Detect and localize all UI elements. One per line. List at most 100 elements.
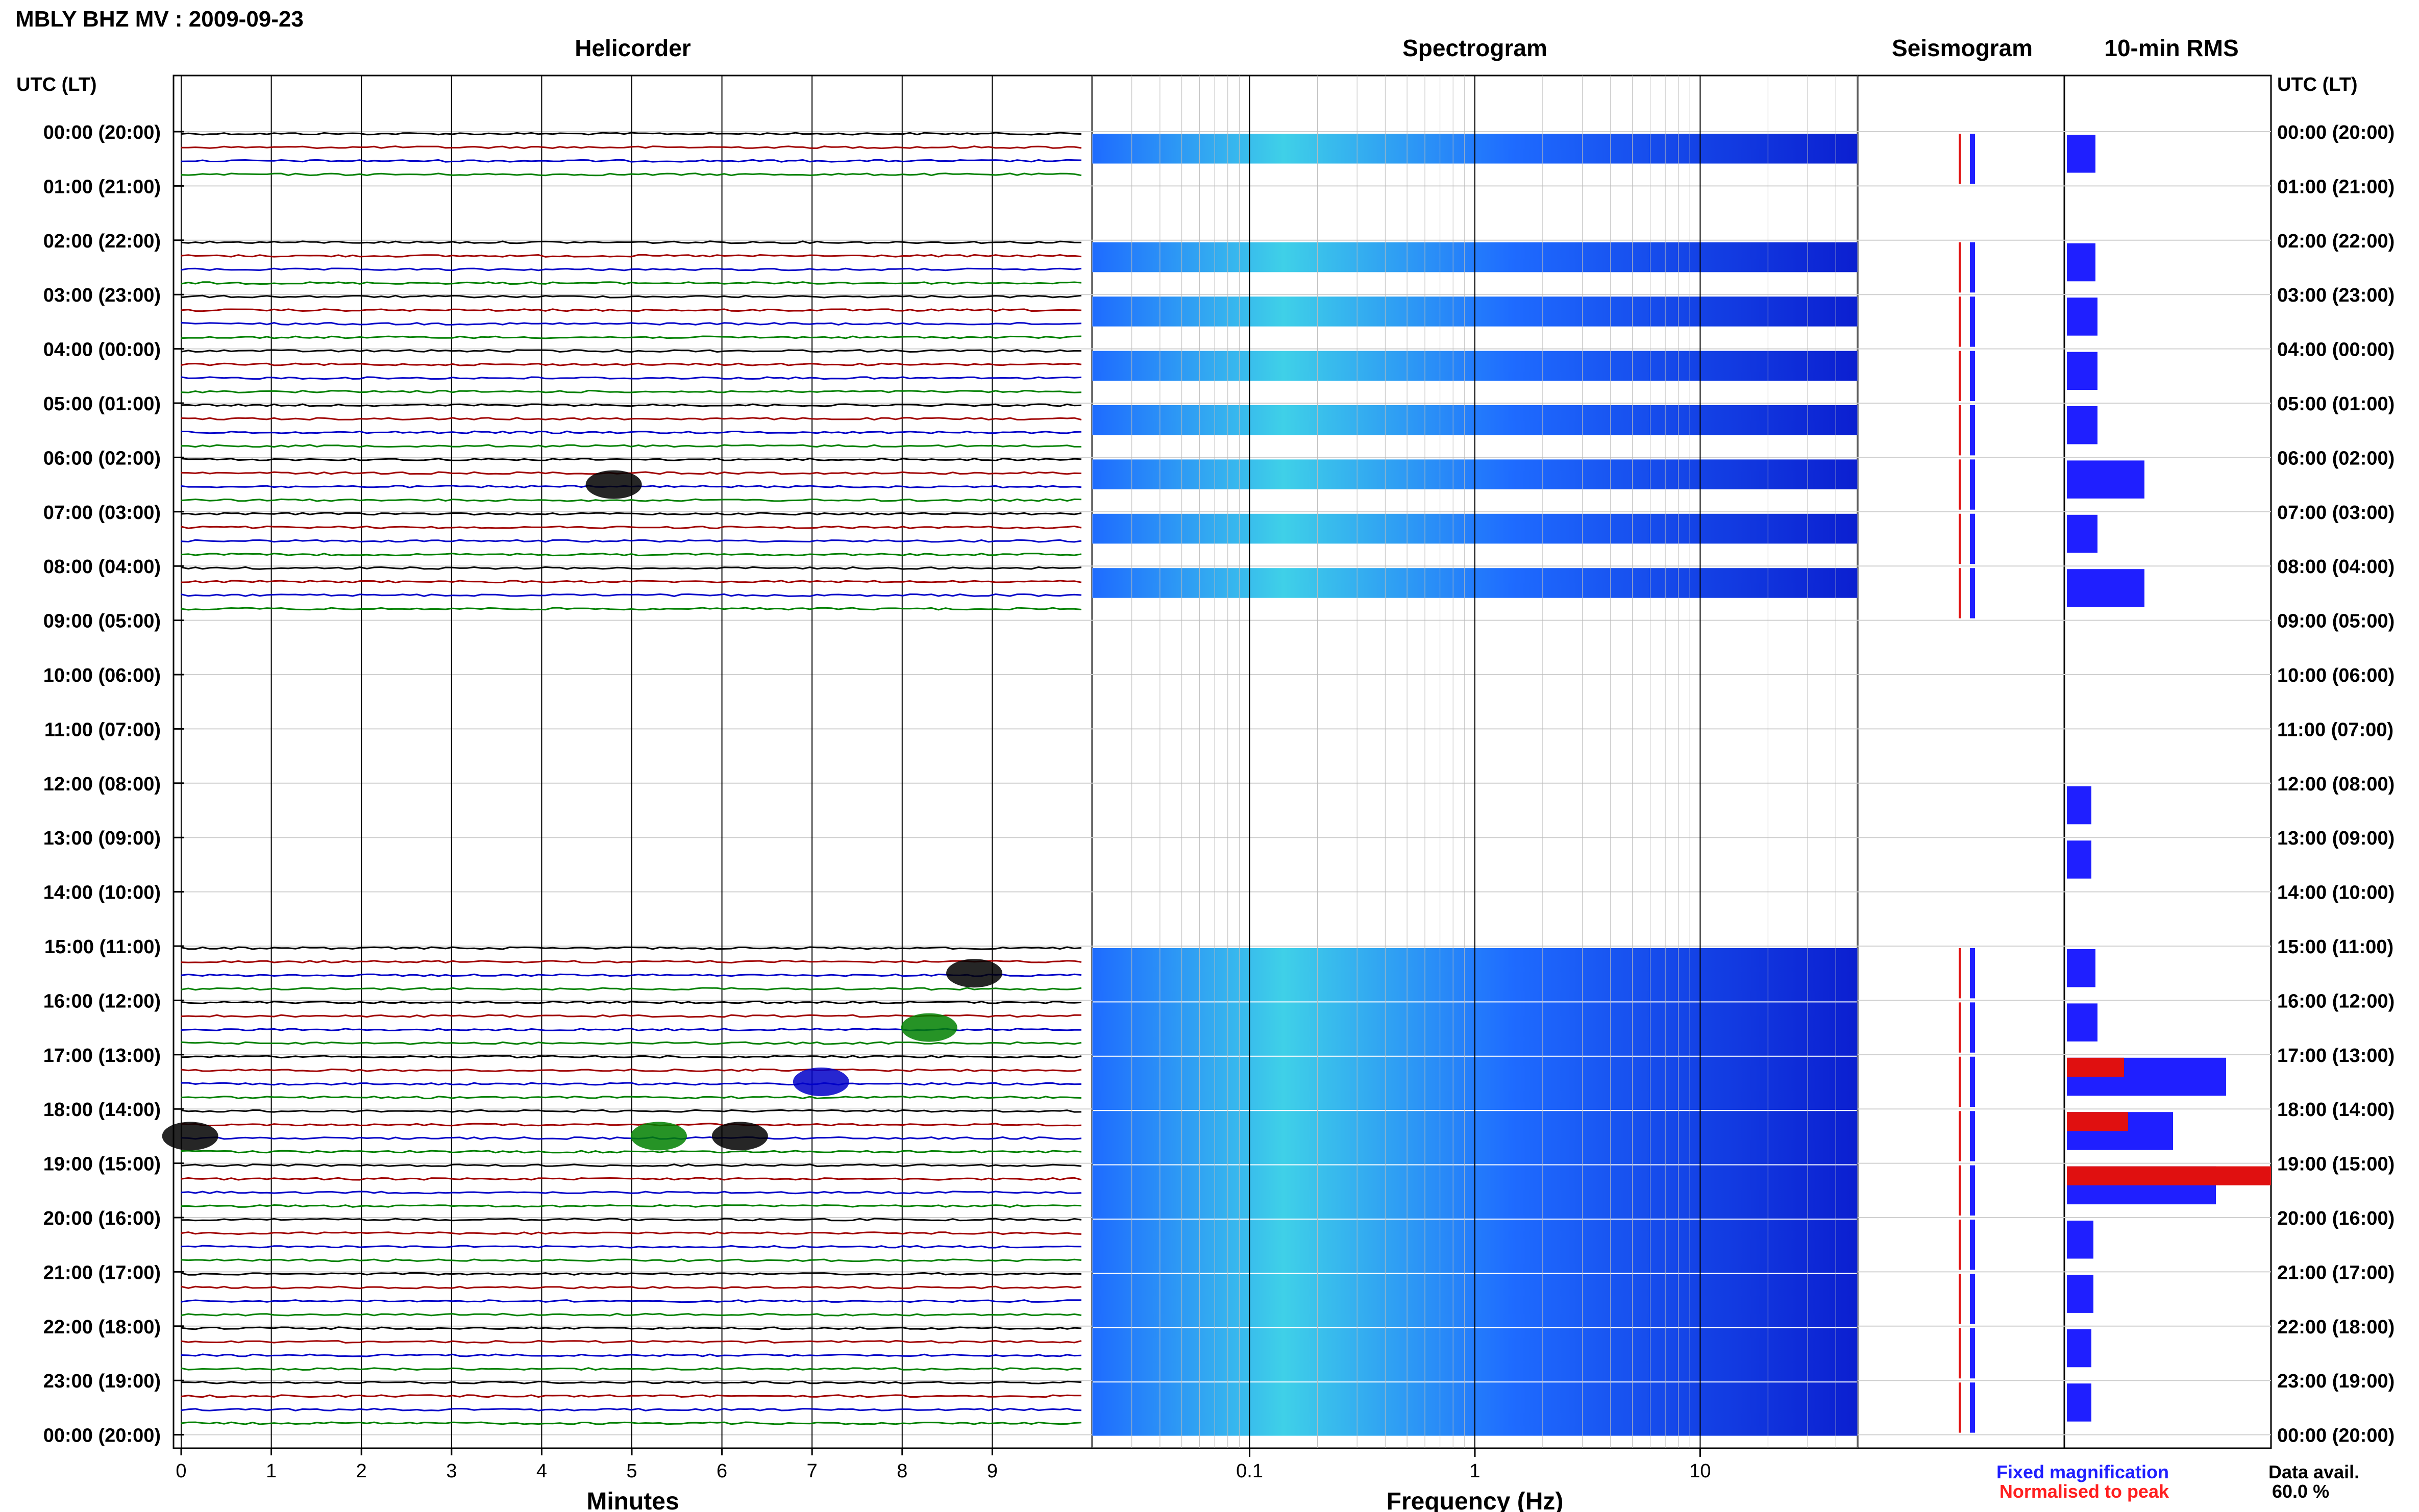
helicorder-trace: [181, 1191, 1082, 1195]
minute-tick-label: 8: [897, 1460, 907, 1482]
time-tick-label-right: 17:00 (13:00): [2277, 1045, 2395, 1067]
helicorder-trace: [181, 946, 1082, 950]
time-tick-label-left: 23:00 (19:00): [43, 1371, 161, 1392]
time-tick-label-right: 23:00 (19:00): [2277, 1371, 2395, 1392]
rms-normalised-bar: [2067, 1166, 2271, 1185]
helicorder-trace: [181, 254, 1082, 258]
panel-title-seismogram: Seismogram: [1892, 35, 2033, 61]
helicorder-trace: [181, 525, 1082, 529]
helicorder-trace: [181, 294, 1082, 299]
helicorder-trace: [181, 267, 1082, 271]
helicorder-trace: [181, 1421, 1082, 1425]
rms-fixed-bar: [2067, 786, 2091, 825]
frequency-axis-label: Frequency (Hz): [1387, 1488, 1564, 1512]
minute-tick-label: 2: [356, 1460, 367, 1482]
time-tick-label-left: 09:00 (05:00): [43, 611, 161, 632]
time-tick-label-left: 06:00 (02:00): [43, 448, 161, 469]
rms-fixed-bar: [2067, 840, 2091, 879]
rms-fixed-bar: [2067, 352, 2097, 390]
rms-fixed-bar: [2067, 949, 2095, 987]
rms-fixed-bar: [2067, 1383, 2091, 1422]
bottom-axes: 0 1 2 3 4 5 6 7 8 9 0.1 1 10: [176, 1448, 1711, 1482]
helicorder-trace: [181, 607, 1082, 611]
rms-fixed-bar: [2067, 460, 2144, 499]
time-tick-label-left: 00:00 (20:00): [43, 1425, 161, 1447]
helicorder-trace: [181, 1245, 1082, 1249]
legend-normalised-to-peak: Normalised to peak: [2000, 1481, 2169, 1502]
data-avail-label: Data avail.: [2268, 1461, 2359, 1482]
helicorder-trace: [181, 1055, 1082, 1059]
rms-fixed-bar: [2067, 1275, 2093, 1313]
time-tick-label-right: 09:00 (05:00): [2277, 611, 2395, 632]
helicorder-trace: [181, 960, 1082, 964]
helicorder-trace: [181, 362, 1082, 366]
helicorder-trace: [181, 512, 1082, 516]
time-tick-label-right: 07:00 (03:00): [2277, 502, 2395, 524]
helicorder-trace: [181, 1380, 1082, 1384]
panel-title-rms: 10-min RMS: [2104, 35, 2238, 61]
time-axis-right: 00:00 (20:00) 01:00 (21:00) 02:00 (22:00) 0…: [2277, 122, 2395, 1447]
rms-fixed-bar: [2067, 514, 2097, 553]
helicorder-trace: [181, 1231, 1082, 1235]
minute-tick-label: 1: [266, 1460, 277, 1482]
helicorder-frame: [172, 75, 1093, 1449]
time-tick-label-right: 21:00 (17:00): [2277, 1262, 2395, 1283]
time-tick-label-left: 08:00 (04:00): [43, 556, 161, 578]
helicorder-trace: [181, 471, 1082, 475]
seismogram-frame: [1857, 75, 2065, 1449]
helicorder-trace: [181, 430, 1082, 434]
rms-bars: [2067, 135, 2271, 1422]
helicorder-event: [946, 959, 1003, 988]
helicorder-trace: [181, 1394, 1081, 1398]
time-tick-label-left: 22:00 (18:00): [43, 1317, 161, 1338]
helicorder-trace: [181, 1082, 1082, 1086]
rms-fixed-bar: [2067, 1329, 2091, 1368]
panel-title-spectrogram: Spectrogram: [1402, 35, 1547, 61]
time-tick-label-right: 13:00 (09:00): [2277, 828, 2395, 849]
time-tick-label-left: 20:00 (16:00): [43, 1208, 161, 1229]
data-avail-value: 60.0 %: [2272, 1481, 2329, 1502]
helicorder-trace: [181, 1367, 1082, 1371]
time-tick-label-right: 20:00 (16:00): [2277, 1208, 2395, 1229]
helicorder-trace: [181, 281, 1082, 285]
rms-fixed-bar: [2067, 1003, 2097, 1042]
helicorder-trace: [181, 1123, 1082, 1127]
time-tick-label-left: 18:00 (14:00): [43, 1099, 161, 1121]
time-axis-left: 00:00 (20:00) 01:00 (21:00) 02:00 (22:00) 0…: [43, 122, 161, 1447]
helicorder-trace: [181, 1000, 1082, 1004]
helicorder-trace: [181, 1340, 1082, 1344]
helicorder-event: [630, 1122, 687, 1151]
helicorder-trace: [181, 566, 1082, 570]
time-tick-label-right: 11:00 (07:00): [2277, 719, 2393, 740]
helicorder-trace: [181, 1068, 1082, 1072]
helicorder-trace: [181, 1109, 1082, 1113]
time-tick-label-right: 08:00 (04:00): [2277, 556, 2395, 578]
time-tick-label-left: 10:00 (06:00): [43, 665, 161, 686]
helicorder-trace: [181, 132, 1082, 136]
time-tick-label-left: 11:00 (07:00): [44, 719, 161, 740]
helicorder-trace: [181, 1218, 1082, 1222]
time-tick-label-right: 15:00 (11:00): [2277, 936, 2393, 958]
time-tick-label-left: 12:00 (08:00): [43, 774, 161, 795]
time-tick-label-right: 02:00 (22:00): [2277, 231, 2395, 252]
rms-fixed-bar: [2067, 569, 2144, 607]
helicorder-trace: [181, 1204, 1082, 1208]
rms-fixed-bar: [2067, 1221, 2093, 1259]
helicorder-trace: [181, 1407, 1082, 1411]
helicorder-trace: [181, 1150, 1082, 1154]
time-tick-label-left: 17:00 (13:00): [43, 1045, 161, 1067]
minute-tick-label: 4: [536, 1460, 547, 1482]
frequency-tick-label: 0.1: [1236, 1460, 1263, 1482]
helicorder-event: [162, 1122, 218, 1151]
helicorder-trace: [181, 389, 1082, 393]
time-tick-label-right: 14:00 (10:00): [2277, 882, 2395, 904]
minute-tick-label: 6: [717, 1460, 727, 1482]
minute-tick-label: 7: [807, 1460, 818, 1482]
helicorder-trace: [181, 1299, 1082, 1303]
helicorder-trace: [181, 1041, 1082, 1045]
time-tick-label-right: 16:00 (12:00): [2277, 990, 2395, 1012]
rms-fixed-bar: [2067, 406, 2097, 444]
helicorder-event: [793, 1068, 849, 1096]
helicorder-trace: [181, 593, 1082, 597]
